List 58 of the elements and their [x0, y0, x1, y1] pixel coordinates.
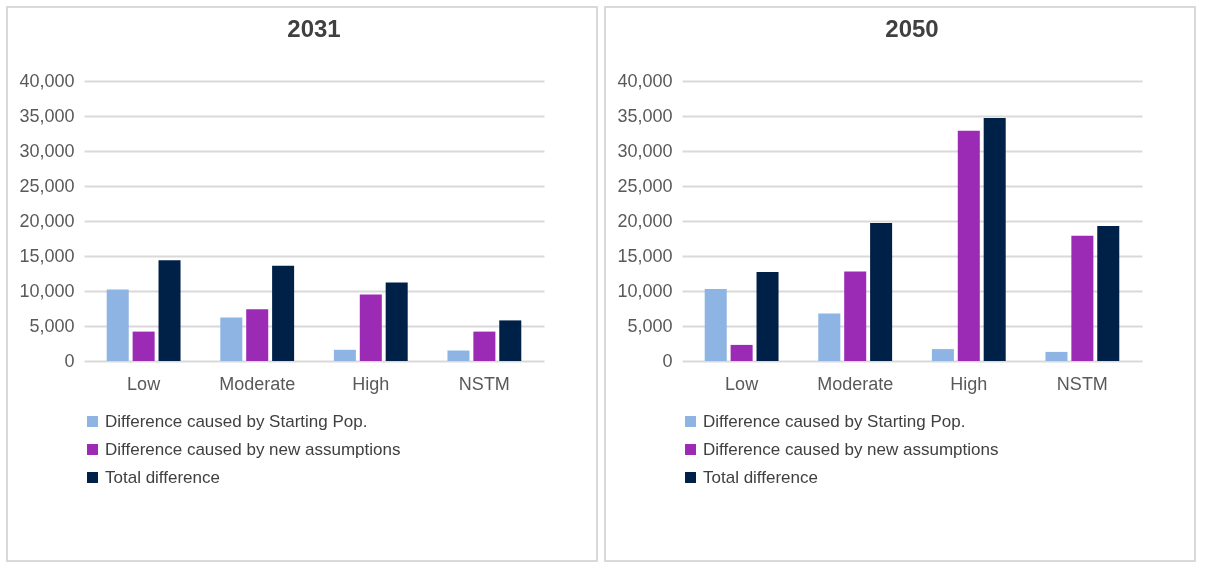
- bar: [1071, 235, 1094, 361]
- bar: [272, 265, 295, 361]
- legend-label: Difference caused by Starting Pop.: [105, 411, 368, 431]
- y-tick-label: 20,000: [19, 210, 75, 231]
- bar: [1097, 225, 1120, 361]
- legend-label: Total difference: [105, 467, 220, 487]
- y-tick-label: 15,000: [19, 245, 75, 266]
- bar: [704, 288, 727, 361]
- bar: [870, 223, 893, 361]
- bar: [844, 271, 867, 361]
- y-tick-label: 0: [64, 350, 75, 371]
- x-tick-label: High: [352, 373, 390, 394]
- bar: [756, 272, 779, 361]
- y-tick-label: 35,000: [617, 105, 673, 126]
- bar: [333, 349, 356, 361]
- bar: [1045, 351, 1068, 361]
- y-tick-label: 0: [662, 350, 673, 371]
- bar: [106, 289, 129, 361]
- bar: [983, 118, 1006, 361]
- bar: [220, 317, 243, 361]
- y-tick-label: 5,000: [627, 315, 673, 336]
- bar: [957, 130, 980, 361]
- y-tick-label: 25,000: [617, 175, 673, 196]
- chart-title: 2031: [287, 15, 341, 42]
- y-tick-label: 5,000: [29, 315, 75, 336]
- y-tick-label: 20,000: [617, 210, 673, 231]
- legend-label: Difference caused by Starting Pop.: [703, 411, 966, 431]
- x-tick-label: NSTM: [1056, 373, 1108, 394]
- x-tick-label: Moderate: [817, 373, 894, 394]
- x-tick-label: Low: [725, 373, 760, 394]
- bar: [447, 350, 470, 361]
- bar: [473, 331, 496, 361]
- y-tick-label: 30,000: [19, 140, 75, 161]
- x-tick-label: Moderate: [219, 373, 296, 394]
- bar: [246, 309, 269, 361]
- y-tick-label: 10,000: [19, 280, 75, 301]
- y-tick-label: 40,000: [617, 70, 673, 91]
- legend-label: Difference caused by new assumptions: [105, 439, 401, 459]
- y-tick-label: 10,000: [617, 280, 673, 301]
- y-tick-label: 35,000: [19, 105, 75, 126]
- legend-label: Total difference: [703, 467, 818, 487]
- bar: [818, 313, 841, 361]
- legend-label: Difference caused by new assumptions: [703, 439, 999, 459]
- bar: [359, 294, 382, 361]
- y-tick-label: 40,000: [19, 70, 75, 91]
- x-tick-label: High: [950, 373, 988, 394]
- chart-title: 2050: [885, 15, 939, 42]
- y-tick-label: 15,000: [617, 245, 673, 266]
- bar: [730, 344, 753, 361]
- y-tick-label: 25,000: [19, 175, 75, 196]
- x-tick-label: NSTM: [458, 373, 510, 394]
- bar: [499, 320, 522, 361]
- bar: [158, 260, 181, 361]
- x-tick-label: Low: [127, 373, 162, 394]
- y-tick-label: 30,000: [617, 140, 673, 161]
- bar: [132, 331, 155, 361]
- bar: [385, 282, 408, 361]
- bar: [931, 349, 954, 361]
